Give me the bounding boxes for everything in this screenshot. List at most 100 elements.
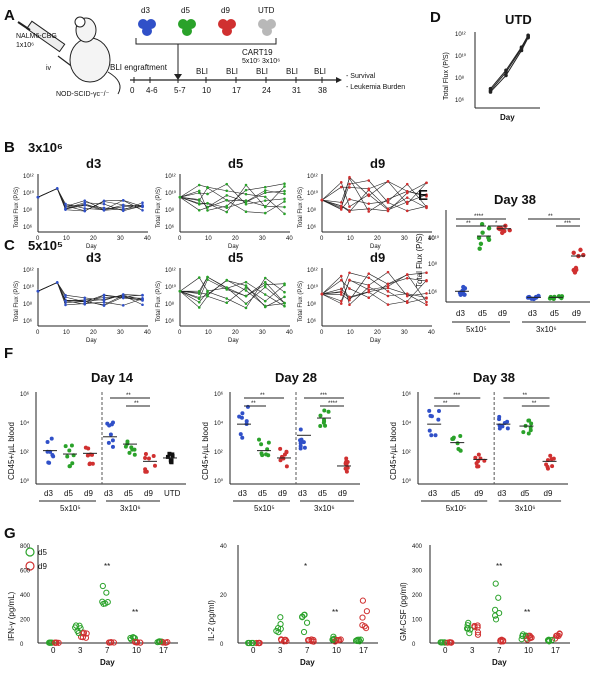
trace-point [263, 283, 267, 286]
x-tick-label: 20 [374, 236, 381, 242]
f-point [427, 428, 432, 433]
f-point [67, 448, 72, 453]
f-point [264, 452, 269, 457]
f-point [302, 445, 307, 450]
subplot-xlabel: Day [86, 338, 97, 344]
f-point [298, 441, 303, 446]
f-xtick-label: d9 [144, 489, 153, 498]
trace-point [83, 207, 87, 210]
y-tick-label: 10⁶ [165, 224, 175, 231]
f-point [50, 453, 55, 458]
e-point [498, 225, 503, 231]
trace-point [367, 188, 371, 192]
y-tick-label: 100 [412, 618, 423, 624]
trace-point [348, 210, 351, 213]
subplot-xlabel: Day [370, 244, 381, 250]
y-tick-label: 10¹⁰ [307, 190, 319, 197]
utd-point [504, 73, 508, 78]
y-tick-label: 10¹² [307, 268, 318, 274]
sig-marker: ** [260, 393, 265, 399]
trace-point [348, 271, 351, 275]
trace-point [83, 204, 87, 207]
f-point [108, 432, 113, 437]
trace-point [225, 189, 229, 193]
d9-point [474, 622, 481, 629]
f-point [240, 411, 245, 416]
f-point [476, 452, 481, 457]
trace-point [339, 299, 343, 303]
bli-label: BLI [226, 67, 238, 76]
subplot-title: Day 14 [91, 370, 134, 385]
f-point [143, 452, 148, 457]
x-tick-label: 0 [178, 236, 182, 242]
cell-line-label: NALM6-CBG [16, 33, 57, 40]
sig-marker: ** [548, 214, 553, 220]
trace-point [263, 304, 267, 308]
f-point [278, 458, 283, 463]
trace-point [141, 293, 144, 297]
trace-point [283, 192, 286, 196]
subplot-xlabel: Day [100, 658, 115, 667]
f-point [318, 413, 323, 418]
trace-point [197, 199, 201, 202]
mouse-trace [321, 272, 427, 304]
x-tick-label: 0 [443, 646, 448, 655]
f-point [505, 426, 510, 431]
bli-label: BLI [256, 67, 268, 76]
x-tick-label: 0 [51, 646, 56, 655]
dose-options-label: 5x10⁵ 3x10⁶ [242, 58, 280, 65]
sig-marker: ** [134, 401, 139, 407]
panel-g-legend: d5 d9 [25, 547, 47, 571]
trace-point [244, 192, 248, 196]
panel-f-subplots: Day 14 10⁶ 10⁴ 10² 10⁰ CD45+/µL blood d3 d5 d9 d3… [7, 370, 568, 513]
trace-point [405, 301, 409, 305]
d5-point [463, 625, 471, 632]
sig-marker: *** [320, 393, 328, 399]
e-xtick-label: d5 [550, 309, 559, 318]
d5-point [329, 636, 336, 643]
d9-point [359, 597, 367, 604]
d5-point [131, 634, 138, 642]
d9-point [363, 608, 370, 615]
y-tick-label: 0 [412, 642, 416, 648]
trace-point [405, 294, 409, 298]
f-point [110, 444, 115, 449]
trace-point [102, 199, 106, 203]
e-xtick-label: d9 [498, 309, 507, 318]
trace-point [206, 185, 209, 189]
subplot-ylabel: IFN-γ (pg/mL) [7, 591, 16, 641]
x-tick-label: 20 [232, 236, 239, 242]
panel-e-group-2: 3x10⁶ [536, 325, 557, 334]
f-point [146, 456, 151, 461]
f-xtick-label: d9 [474, 489, 483, 498]
trace-point [197, 292, 201, 296]
x-tick-label: 10 [205, 330, 212, 336]
trace-point [102, 303, 106, 307]
trace-point [244, 210, 248, 214]
trace-point [348, 296, 351, 300]
trace-point [367, 202, 371, 205]
trace-point [283, 283, 286, 287]
trace-point [405, 182, 409, 186]
group-label-d9: d9 [221, 6, 230, 15]
f-point [90, 461, 95, 466]
trace-point [283, 302, 286, 305]
f-point [456, 446, 461, 451]
f-point [318, 424, 323, 429]
bli-labels: BLI BLI BLI BLI BLI [196, 67, 326, 76]
trace-point [83, 303, 87, 306]
trace-point [283, 304, 286, 308]
e-xtick-label: d9 [572, 309, 581, 318]
d9-point [283, 638, 290, 645]
e-point [486, 226, 492, 231]
subplot-title: d3 [86, 156, 101, 171]
trace-point [367, 283, 371, 287]
trace-point [197, 306, 201, 309]
trace-point [386, 197, 390, 201]
trace-point [367, 290, 371, 294]
f-point [436, 408, 441, 413]
f-point [165, 454, 170, 459]
mouse-trace [321, 183, 427, 210]
e-point [478, 241, 484, 246]
